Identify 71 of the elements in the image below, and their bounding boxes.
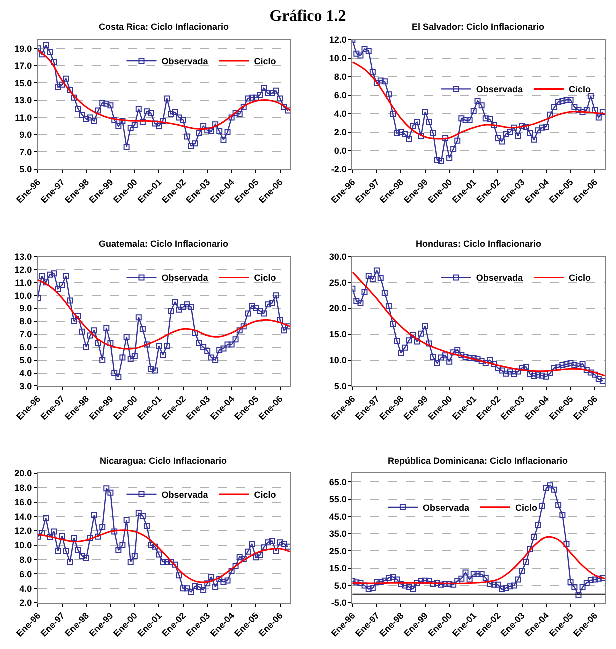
y-tick-label: 15.0 [329, 564, 347, 574]
y-tick-label: 30.0 [329, 252, 347, 262]
y-tick-label: 15.0 [14, 78, 32, 88]
legend-label: Observada [476, 84, 524, 95]
y-tick-label: 19.0 [14, 44, 32, 54]
chart-title: Costa Rica: Ciclo Inflacionario [99, 22, 230, 32]
y-tick-label: 3.0 [20, 381, 32, 392]
chart-title: Nicaragua: Ciclo Inflacionario [100, 456, 228, 466]
y-tick-label: 13.0 [14, 252, 32, 262]
y-tick-label: 5.0 [20, 355, 32, 366]
y-tick-label: 0.0 [334, 146, 347, 156]
y-tick-label: 10.0 [14, 290, 32, 301]
chart-title: El Salvador: Ciclo Inflacionario [412, 22, 546, 32]
chart-title: Honduras: Ciclo Inflacionario [416, 239, 542, 249]
y-tick-label: 16.0 [14, 497, 32, 508]
y-tick-label: 12.0 [14, 526, 32, 536]
y-tick-label: 8.0 [20, 554, 32, 565]
y-tick-label: -2.0 [331, 164, 347, 175]
y-tick-label: 12.0 [329, 35, 347, 46]
y-tick-label: 4.0 [20, 584, 32, 594]
y-tick-label: -5.0 [331, 598, 347, 608]
y-tick-label: 20.0 [329, 304, 347, 314]
y-tick-label: 35.0 [329, 529, 347, 540]
y-tick-label: 13.0 [14, 96, 32, 106]
line-series [352, 61, 605, 140]
y-tick-label: 9.0 [20, 304, 32, 314]
legend-label: Ciclo [568, 273, 592, 284]
legend-label: Observada [422, 502, 470, 513]
y-tick-label: 25.0 [329, 546, 347, 556]
y-tick-label: 7.0 [20, 330, 32, 340]
y-tick-label: 17.0 [14, 61, 32, 72]
legend-label: Ciclo [568, 84, 592, 95]
y-tick-label: 9.0 [20, 130, 32, 140]
y-tick-label: 55.0 [329, 494, 347, 505]
chart-title: República Dominicana: Ciclo Inflacionario [388, 456, 569, 466]
y-tick-label: 7.0 [20, 147, 32, 158]
y-tick-label: 5.0 [334, 580, 347, 591]
y-tick-label: 2.0 [334, 128, 347, 138]
y-tick-label: 6.0 [334, 90, 347, 101]
legend-label: Observada [162, 56, 210, 66]
y-tick-label: 2.0 [20, 598, 32, 608]
y-tick-label: 4.0 [20, 368, 32, 378]
y-tick-label: 11.0 [15, 278, 32, 288]
y-tick-label: 6.0 [20, 569, 32, 580]
y-tick-label: 10.0 [329, 355, 347, 366]
text: Gráfico 1.2 [270, 8, 346, 25]
legend-label: Ciclo [515, 502, 538, 513]
legend-label: Ciclo [254, 56, 277, 66]
y-tick-label: 5.0 [334, 381, 347, 392]
legend-label: Ciclo [254, 490, 277, 500]
y-tick-label: 10.0 [329, 54, 347, 64]
y-tick-label: 12.0 [14, 264, 32, 275]
legend-label: Observada [162, 273, 210, 284]
y-tick-label: 5.0 [20, 164, 32, 175]
y-tick-label: 65.0 [329, 477, 347, 488]
y-tick-label: 45.0 [329, 512, 347, 522]
legend-label: Observada [476, 273, 524, 284]
y-tick-label: 8.0 [334, 72, 347, 82]
y-tick-label: 6.0 [20, 342, 32, 353]
y-tick-label: 8.0 [20, 316, 32, 327]
y-tick-label: 25.0 [329, 278, 347, 288]
y-tick-label: 4.0 [334, 109, 347, 120]
y-tick-label: 10.0 [14, 540, 32, 551]
y-tick-label: 11.0 [15, 112, 32, 123]
y-tick-label: 15.0 [329, 330, 347, 340]
chart-title: Guatemala: Ciclo Inflacionario [99, 239, 230, 249]
y-tick-label: 14.0 [14, 512, 32, 522]
y-tick-label: 18.0 [14, 483, 32, 494]
y-tick-label: 20.0 [14, 468, 32, 479]
legend-label: Observada [162, 490, 210, 500]
legend-label: Ciclo [254, 273, 277, 284]
